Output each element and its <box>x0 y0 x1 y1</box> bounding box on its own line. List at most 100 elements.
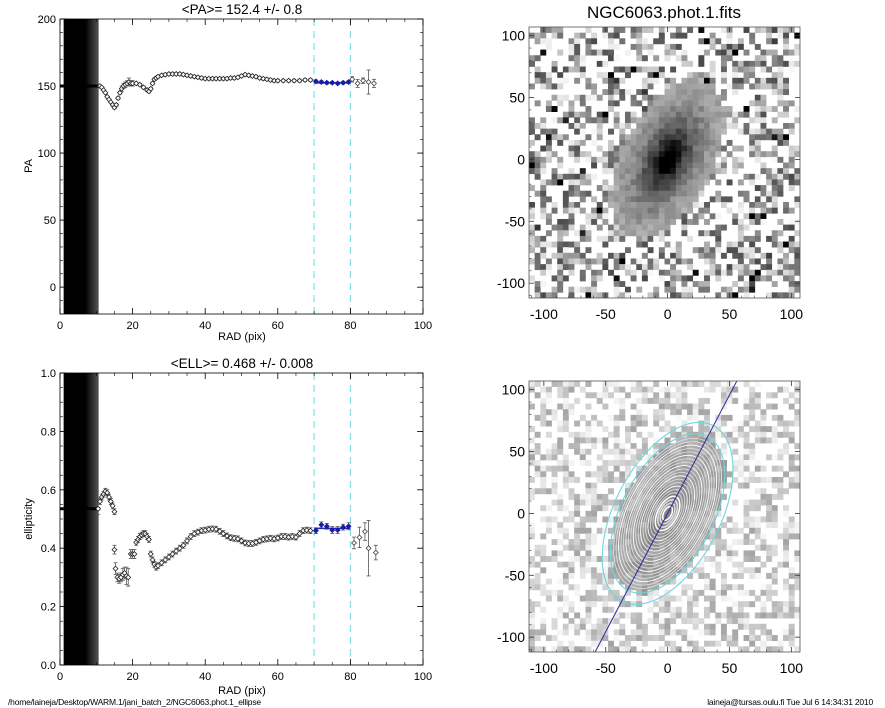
image-pixel <box>641 516 648 523</box>
image-pixel <box>658 100 665 107</box>
image-pixel <box>585 556 592 562</box>
image-pixel <box>777 269 784 276</box>
image-pixel <box>551 94 558 101</box>
pa-plot-frame <box>59 18 424 315</box>
image-pixel <box>692 168 699 175</box>
image-pixel <box>715 190 722 197</box>
image-pixel <box>658 601 665 608</box>
image-pixel <box>771 117 778 124</box>
image-pixel <box>720 539 727 546</box>
image-pixel <box>709 77 716 84</box>
image-pixel <box>557 589 564 596</box>
image-pixel <box>641 476 648 483</box>
image-pixel <box>704 522 710 529</box>
image-pixel <box>658 275 665 282</box>
y-tick-label: -50 <box>505 213 525 229</box>
image-pixel <box>766 589 773 596</box>
image-pixel <box>624 505 631 512</box>
image-pixel <box>653 196 660 203</box>
x-tick-label: 0 <box>664 660 672 676</box>
pa-x-axis-label: RAD (pix) <box>218 331 266 343</box>
image-pixel <box>630 572 637 579</box>
image-pixel <box>692 460 699 466</box>
image-pixel <box>681 213 688 220</box>
image-pixel <box>624 499 631 506</box>
image-pixel <box>574 476 581 483</box>
image-pixel <box>783 635 790 642</box>
image-pixel <box>670 522 677 529</box>
image-pixel <box>698 156 705 163</box>
image-pixel <box>664 578 671 585</box>
image-pixel <box>720 612 727 619</box>
ellipticity-profile-plot: <ELL>= 0.468 +/- 0.008 0 20 40 60 80 1000.00.… <box>23 356 432 697</box>
image-pixel <box>545 100 552 107</box>
image-pixel <box>619 190 626 197</box>
image-pixel <box>624 122 631 129</box>
image-pixel <box>675 578 682 585</box>
image-pixel <box>585 516 592 523</box>
image-pixel <box>715 179 722 186</box>
image-pixel <box>641 213 648 220</box>
image-pixel <box>670 111 677 118</box>
image-pixel <box>749 139 756 146</box>
image-pixel <box>749 414 756 421</box>
image-pixel <box>664 392 671 399</box>
image-pixel <box>783 386 790 393</box>
image-pixel <box>670 646 677 652</box>
image-pixel <box>630 230 637 237</box>
image-pixel <box>636 128 643 135</box>
image-pixel <box>641 77 648 84</box>
image-pixel <box>641 488 648 495</box>
image-pixel <box>534 72 541 79</box>
image-pixel <box>760 218 767 225</box>
image-pixel <box>653 134 660 141</box>
y-tick-label: 0 <box>517 505 525 521</box>
image-pixel <box>641 443 648 450</box>
image-pixel <box>647 202 654 208</box>
image-pixel <box>608 106 614 112</box>
image-pixel <box>670 640 677 647</box>
image-pixel <box>760 49 767 56</box>
image-pixel <box>704 168 710 175</box>
image-pixel <box>788 275 795 282</box>
image-pixel <box>743 635 750 642</box>
image-pixel <box>664 493 671 500</box>
image-pixel <box>647 235 654 242</box>
image-pixel <box>658 134 665 141</box>
image-pixel <box>692 448 699 455</box>
image-pixel <box>585 510 592 517</box>
image-pixel <box>692 77 699 84</box>
image-pixel <box>574 505 581 512</box>
data-point <box>292 534 299 541</box>
image-pixel <box>720 43 727 50</box>
image-pixel <box>591 572 598 579</box>
image-pixel <box>545 595 552 602</box>
image-pixel <box>636 409 643 416</box>
image-pixel <box>777 179 784 186</box>
image-pixel <box>545 397 552 404</box>
image-pixel <box>602 465 609 472</box>
image-pixel <box>743 646 750 652</box>
image-pixel <box>551 83 558 90</box>
image-pixel <box>568 213 575 220</box>
image-pixel <box>670 106 677 112</box>
image-pixel <box>720 55 727 62</box>
image-pixel <box>608 156 614 163</box>
image-pixel <box>766 49 773 56</box>
image-pixel <box>624 437 631 444</box>
image-pixel <box>658 196 665 203</box>
image-pixel <box>726 431 733 438</box>
core-band-strip <box>95 19 99 314</box>
image-pixel <box>743 589 750 596</box>
image-pixel <box>664 145 671 152</box>
image-pixel <box>602 460 609 466</box>
image-pixel <box>624 151 631 158</box>
image-pixel <box>619 77 626 84</box>
image-pixel <box>557 437 564 444</box>
image-pixel <box>715 111 722 118</box>
image-pixel <box>574 60 581 67</box>
image-pixel <box>641 572 648 579</box>
image-pixel <box>658 550 665 557</box>
image-pixel <box>658 230 665 237</box>
